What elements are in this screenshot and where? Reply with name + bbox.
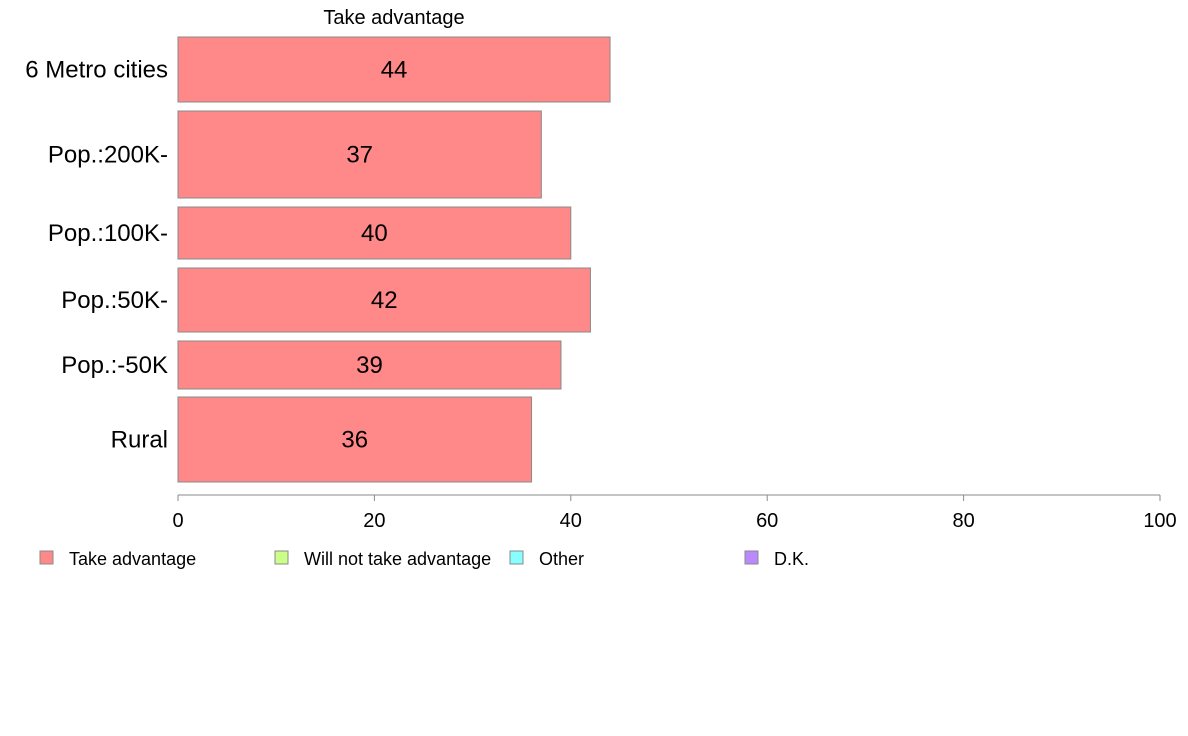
x-tick-label: 40 (560, 510, 582, 532)
x-axis: 0 20 40 60 80 100 (172, 494, 1177, 532)
legend-swatch (509, 550, 524, 565)
bar (177, 110, 542, 199)
legend: Take advantage Will not take advantage Oth… (39, 549, 809, 569)
category-label: Rural (111, 427, 168, 454)
data-label: 44 (381, 57, 408, 84)
bar (177, 206, 572, 260)
legend-swatch (744, 550, 759, 565)
bars-layer: 6 Metro cities 44 Pop.:200K- 37 Pop.:100K- 40… (25, 36, 611, 483)
legend-label: Will not take advantage (304, 549, 491, 569)
category-label: Pop.:100K- (48, 220, 168, 247)
category-label: 6 Metro cities (25, 57, 168, 84)
column-header: Take advantage (323, 7, 464, 29)
legend-swatch (274, 550, 289, 565)
bar (177, 36, 611, 103)
category-label: Pop.:50K- (61, 287, 168, 314)
data-label: 40 (361, 220, 388, 247)
data-label: 39 (356, 352, 383, 379)
category-label: Pop.:200K- (48, 142, 168, 169)
bar (177, 267, 591, 333)
x-tick-label: 60 (756, 510, 778, 532)
x-tick-label: 80 (952, 510, 974, 532)
x-tick-label: 20 (363, 510, 385, 532)
legend-label: D.K. (774, 549, 809, 569)
bar (177, 396, 533, 483)
legend-swatch (39, 550, 54, 565)
x-tick-label: 100 (1143, 510, 1176, 532)
data-label: 37 (346, 142, 373, 169)
bar (177, 340, 562, 390)
category-label: Pop.:-50K (61, 352, 168, 379)
legend-label: Take advantage (69, 549, 196, 569)
x-tick-label: 0 (172, 510, 183, 532)
data-label: 36 (341, 427, 368, 454)
data-label: 42 (371, 287, 398, 314)
legend-label: Other (539, 549, 584, 569)
